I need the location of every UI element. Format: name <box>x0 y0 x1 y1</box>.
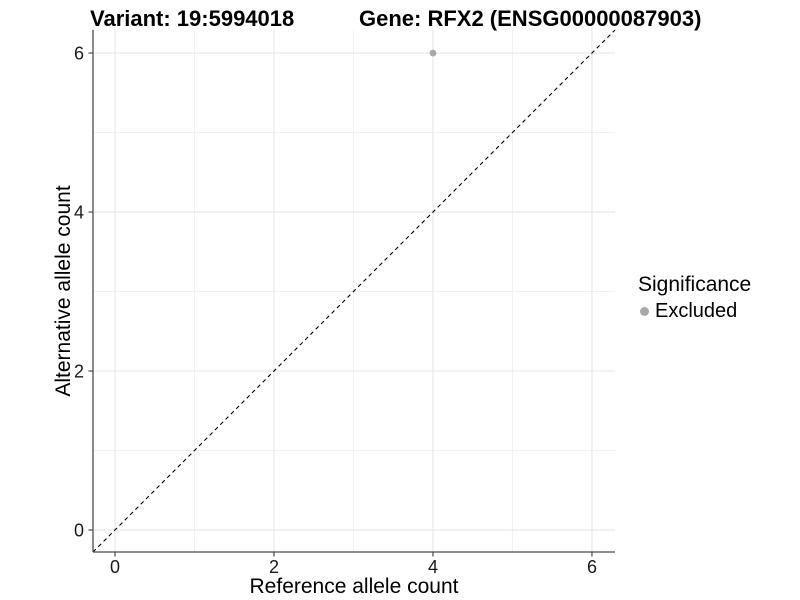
x-tick-label: 4 <box>428 557 438 577</box>
y-tick-label: 6 <box>74 44 84 64</box>
y-tick-label: 0 <box>74 520 84 540</box>
legend-item-excluded: Excluded <box>638 300 751 323</box>
y-axis-title: Alternative allele count <box>52 185 75 396</box>
y-tick-label: 4 <box>74 203 84 223</box>
legend-title: Significance <box>638 273 752 296</box>
gene-title: Gene: RFX2 (ENSG00000087903) <box>359 6 702 31</box>
legend-item-label: Excluded <box>655 300 738 322</box>
variant-title: Variant: 19:5994018 <box>90 6 295 31</box>
x-tick-label: 2 <box>269 557 279 577</box>
x-axis-title: Reference allele count <box>250 575 459 598</box>
y-tick-label: 2 <box>74 362 84 382</box>
data-point-excluded <box>429 49 437 57</box>
x-tick-label: 0 <box>110 557 120 577</box>
significance-legend: Significance Excluded <box>638 272 751 323</box>
identity-reference-line <box>92 29 616 553</box>
excluded-point-key-icon <box>640 307 649 316</box>
x-tick-label: 6 <box>587 557 597 577</box>
